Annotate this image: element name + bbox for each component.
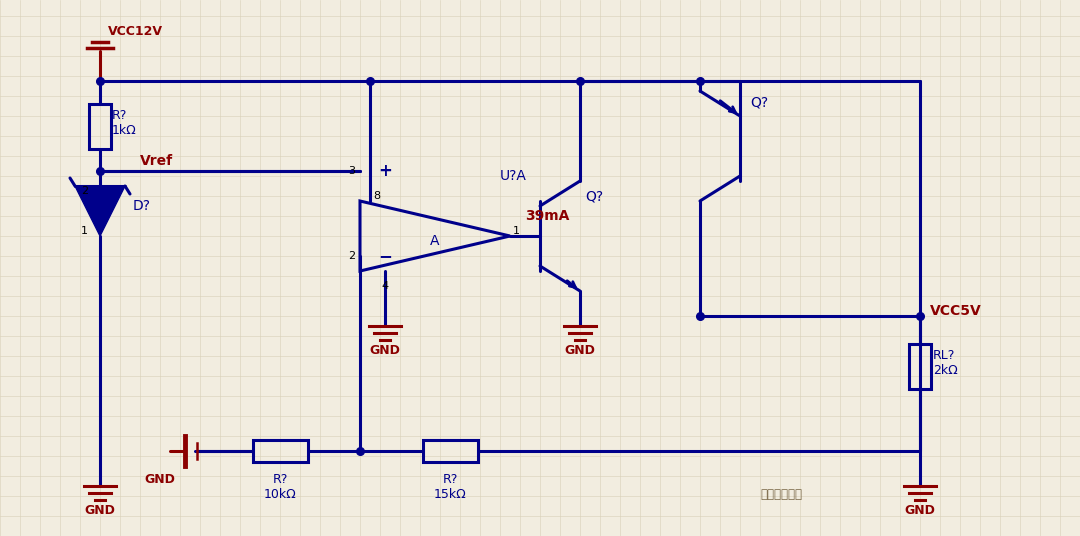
Text: R?
10kΩ: R? 10kΩ [264, 473, 296, 501]
Text: U?A: U?A [500, 169, 527, 183]
Text: GND: GND [565, 344, 595, 357]
Text: R?
1kΩ: R? 1kΩ [112, 109, 137, 137]
Text: 西莴电子之家: 西莴电子之家 [760, 488, 802, 501]
Text: GND: GND [144, 473, 175, 486]
Text: Vref: Vref [140, 154, 173, 168]
Polygon shape [75, 186, 125, 236]
Text: 8: 8 [373, 191, 380, 201]
Text: R?
15kΩ: R? 15kΩ [434, 473, 467, 501]
Text: 1: 1 [81, 226, 87, 236]
Text: 2: 2 [81, 186, 87, 196]
Bar [89, 103, 111, 148]
Text: 3: 3 [348, 166, 355, 176]
Text: −: − [378, 247, 392, 265]
Text: 1: 1 [513, 226, 519, 236]
Text: Q?: Q? [585, 189, 603, 203]
Text: GND: GND [369, 344, 401, 357]
Bar [253, 440, 308, 462]
Text: 39mA: 39mA [525, 209, 569, 223]
Text: Q?: Q? [750, 96, 768, 110]
Bar [909, 344, 931, 389]
Text: GND: GND [84, 504, 116, 517]
Bar [422, 440, 477, 462]
Text: VCC12V: VCC12V [108, 25, 163, 38]
Text: A: A [430, 234, 440, 248]
Text: +: + [378, 162, 392, 180]
Text: 4: 4 [381, 281, 389, 291]
Text: D?: D? [133, 199, 151, 213]
Text: RL?
2kΩ: RL? 2kΩ [933, 349, 958, 377]
Text: GND: GND [905, 504, 935, 517]
Text: 2: 2 [348, 251, 355, 261]
Text: VCC5V: VCC5V [930, 304, 982, 318]
